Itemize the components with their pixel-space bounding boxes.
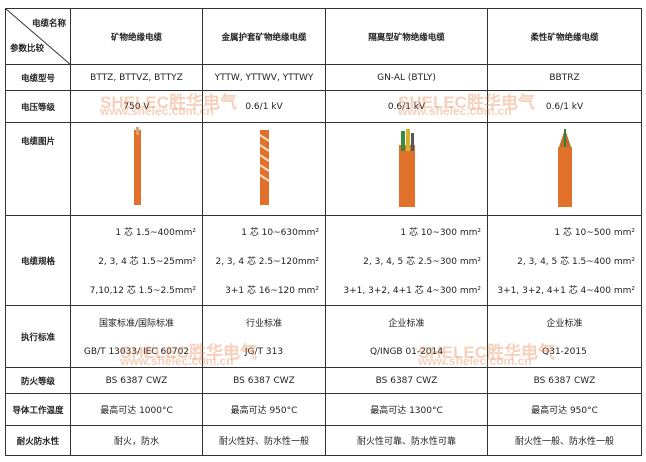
cell: BBTRZ [487,64,642,91]
cell: 最高可达 950°C [202,393,326,426]
corner-cell: 电缆名称 参数比较 [5,8,71,65]
cell: 0.6/1 kV [325,90,488,123]
cell: BS 6387 CWZ [202,367,326,394]
col-header: 隔离型矿物绝缘电缆 [325,8,488,65]
row-label: 耐火防水性 [5,425,71,456]
cell: 耐火性可靠、防水性可靠 [325,425,488,456]
standard-cell: 行业标准 JG/T 313 [202,305,326,368]
cable-image-1 [70,122,203,216]
cell: BTTZ, BTTVZ, BTTYZ [70,64,203,91]
cell: 最高可达 1000°C [70,393,203,426]
col-header: 柔性矿物绝缘电缆 [487,8,642,65]
cell: GN-AL (BTLY) [325,64,488,91]
spec-cell: 1 芯 1.5~400mm² 2, 3, 4 芯 1.5~25mm² 7,10,12… [70,215,203,306]
cable-image-2 [202,122,326,216]
spec-cell: 1 芯 10~300 mm² 2, 3, 4, 5 芯 2.5~300 mm² 3+… [325,215,488,306]
cell: 耐火性一般、防水性一般 [487,425,642,456]
cell: 0.6/1 kV [202,90,326,123]
row-label: 电压等级 [5,90,71,123]
cell: BS 6387 CWZ [487,367,642,394]
standard-cell: 企业标准 Q/INGB 01-2014 [325,305,488,368]
standard-cell: 企业标准 Q31-2015 [487,305,642,368]
cell: 最高可达 950°C [487,393,642,426]
standard-cell: 国家标准/国际标准 GB/T 13033/ IEC 60702 [70,305,203,368]
row-label: 电缆图片 [5,122,71,216]
col-header: 矿物绝缘电缆 [70,8,203,65]
cell: 750 V [70,90,203,123]
cell: BS 6387 CWZ [325,367,488,394]
row-label: 电缆型号 [5,64,71,91]
cell: 最高可达 1300°C [325,393,488,426]
comparison-table: 电缆名称 参数比较 矿物绝缘电缆 金属护套矿物绝缘电缆 隔离型矿物绝缘电缆 柔性矿… [5,8,642,456]
cell: 耐火，防水 [70,425,203,456]
row-label: 电缆规格 [5,215,71,306]
spec-cell: 1 芯 10~500 mm² 2, 3, 4, 5 芯 1.5~400 mm² 3+… [487,215,642,306]
cell: BS 6387 CWZ [70,367,203,394]
cell: YTTW, YTTWV, YTTWY [202,64,326,91]
row-label: 防火等级 [5,367,71,394]
cable-image-4 [487,122,642,216]
spec-cell: 1 芯 10~630mm² 2, 3, 4 芯 2.5~120mm² 3+1 芯 1… [202,215,326,306]
row-label: 执行标准 [5,305,71,368]
col-header: 金属护套矿物绝缘电缆 [202,8,326,65]
cable-image-3 [325,122,488,216]
row-label: 导体工作温度 [5,393,71,426]
cell: 0.6/1 kV [487,90,642,123]
cell: 耐火性好、防水性一般 [202,425,326,456]
